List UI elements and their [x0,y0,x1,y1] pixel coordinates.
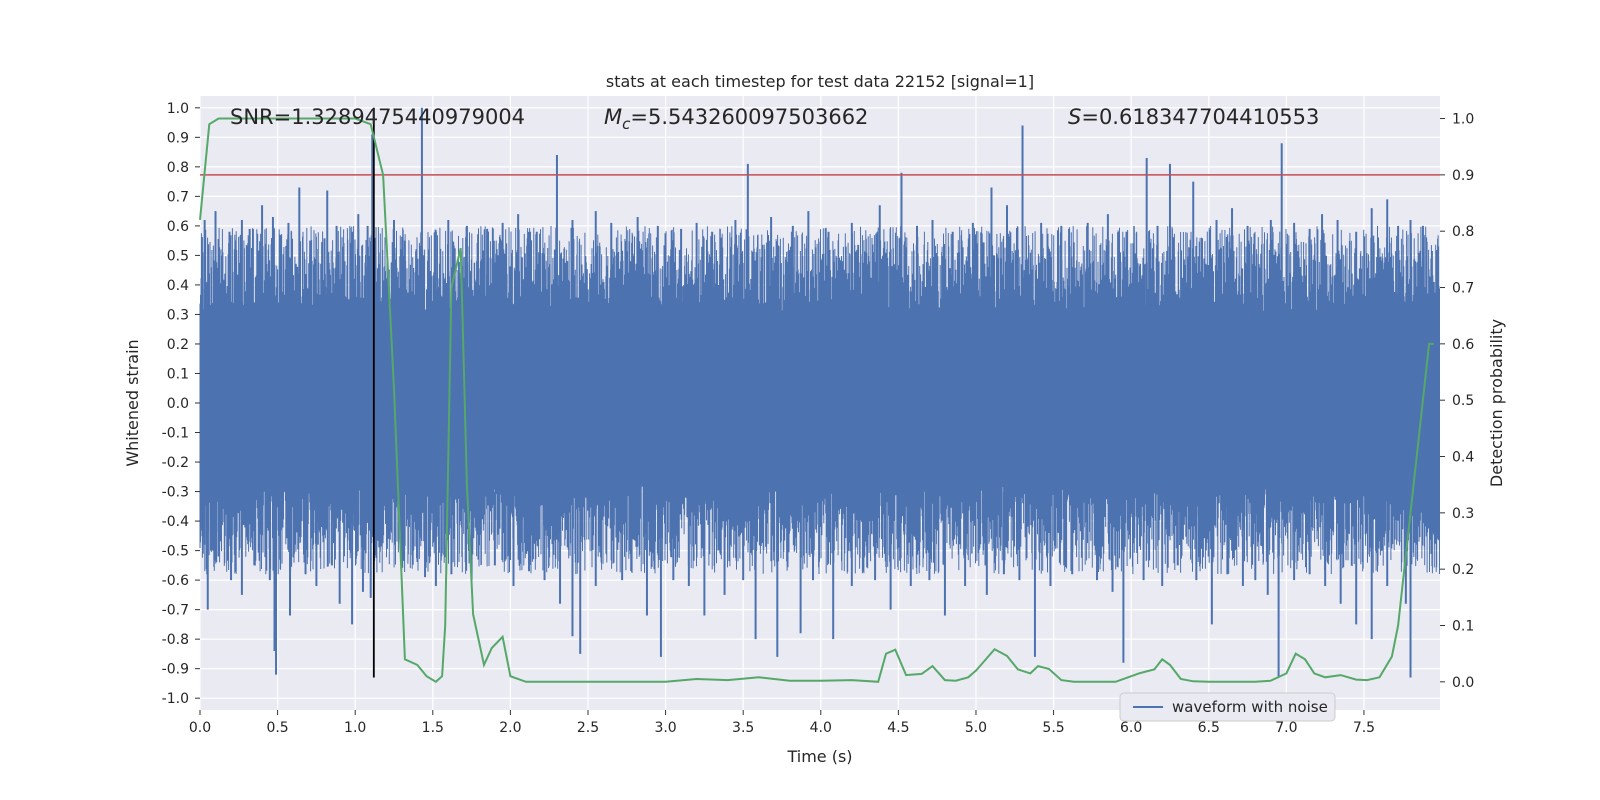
legend-label: waveform with noise [1172,698,1328,716]
y-tick-label: -0.9 [162,662,189,678]
y-tick-label: 0.7 [167,189,189,205]
x-tick-label: 6.5 [1198,720,1220,736]
y-tick-label: 0.9 [167,130,189,146]
y-tick-label: -0.7 [162,603,189,619]
x-tick-label: 5.0 [965,720,987,736]
legend-box [1119,692,1336,722]
y-tick-label: -0.6 [162,573,189,589]
y-tick-label: -0.4 [162,514,189,530]
x-tick-label: 6.0 [1120,720,1142,736]
y-axis-label: Whitened strain [123,339,142,466]
y-tick-label: -0.1 [162,426,189,442]
detection-probability-line [199,117,1434,684]
snr-annotation: SNR=1.3289475440979004 [230,105,525,129]
y-tick-label: 0.5 [167,248,189,264]
s-symbol: S [1068,105,1081,129]
x-tick-label: 2.0 [499,720,521,736]
y2-tick-labels: 1.0 0.9 0.8 0.7 0.6 0.5 0.4 0.3 0.2 0.1 0.0 [1440,112,1474,691]
y2-axis-label: Detection probability [1487,319,1506,487]
y2-tick-label: 0.8 [1452,224,1474,240]
x-tick-label: 0.5 [266,720,288,736]
x-tick-label: 5.5 [1042,720,1064,736]
x-tick-label: 3.5 [732,720,754,736]
y-tick-label: 0.1 [167,366,189,382]
x-tick-label: 0.0 [189,720,211,736]
waveform-core [200,323,1440,480]
y2-tick-label: 0.2 [1452,562,1474,578]
y2-tick-label: 0.6 [1452,337,1474,353]
s-value: =0.618347704410553 [1081,105,1319,129]
x-tick-label: 4.5 [887,720,909,736]
s-annotation: S=0.618347704410553 [1068,105,1319,129]
x-tick-label: 4.0 [810,720,832,736]
y-tick-label: -1.0 [162,691,189,707]
y-tick-label: 1.0 [167,101,189,117]
chirp-mass-annotation: Mc=5.543260097503662 [604,105,868,133]
waveform-series [199,107,1440,678]
x-tick-label: 1.5 [422,720,444,736]
y-tick-label: -0.8 [162,632,189,648]
y-tick-label: -0.2 [162,455,189,471]
y2-tick-label: 0.4 [1452,450,1474,466]
y-tick-labels: 1.0 0.9 0.8 0.7 0.6 0.5 0.4 0.3 0.2 0.1 0.0 -0.1 -0.… [162,101,200,707]
y2-tick-label: 0.7 [1452,281,1474,297]
y-tick-label: 0.3 [167,307,189,323]
y-tick-label: 0.2 [167,337,189,353]
y-tick-label: 0.0 [167,396,189,412]
y2-tick-label: 0.0 [1452,675,1474,691]
x-axis-label: Time (s) [786,747,852,766]
chirp-mass-subscript: c [622,115,631,133]
x-tick-label: 3.0 [654,720,676,736]
x-tick-label: 2.5 [577,720,599,736]
y-tick-label: 0.6 [167,219,189,235]
y2-tick-label: 0.3 [1452,506,1474,522]
y2-tick-label: 0.1 [1452,619,1474,635]
plot-content [199,107,1440,684]
y2-tick-label: 1.0 [1452,112,1474,128]
y-tick-label: 0.8 [167,160,189,176]
chart-title: stats at each timestep for test data 221… [606,72,1034,91]
y2-tick-label: 0.5 [1452,393,1474,409]
x-tick-label: 7.5 [1353,720,1375,736]
x-tick-label: 1.0 [344,720,366,736]
y-tick-label: -0.5 [162,544,189,560]
y-tick-label: -0.3 [162,485,189,501]
y-tick-label: 0.4 [167,278,189,294]
x-tick-label: 7.0 [1275,720,1297,736]
y2-tick-label: 0.9 [1452,168,1474,184]
chirp-mass-value: =5.543260097503662 [630,105,868,129]
chirp-mass-symbol: M [604,105,622,129]
x-tick-labels: 0.0 0.5 1.0 1.5 2.0 2.5 3.0 3.5 4.0 4.5 5.0 5.5 6.0 6… [189,710,1375,736]
legend: waveform with noise [1119,692,1336,722]
